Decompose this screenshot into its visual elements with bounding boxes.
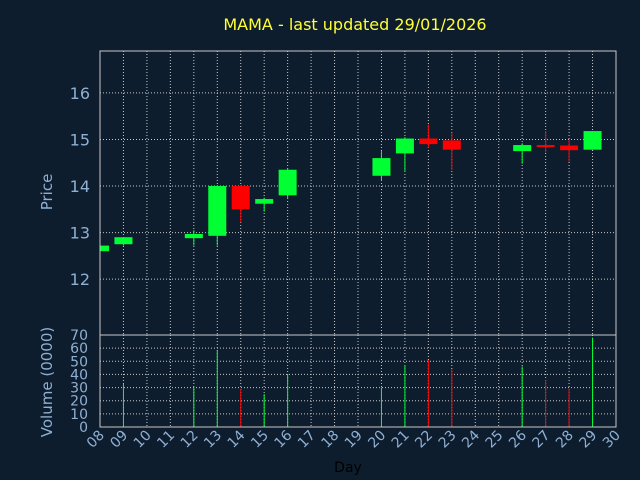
volume-tick-label: 10 xyxy=(70,407,88,423)
volume-tick-label: 20 xyxy=(70,394,88,410)
x-tick-label: 18 xyxy=(318,428,342,452)
price-axis-label: Price xyxy=(38,174,56,211)
x-tick-label: 27 xyxy=(530,428,554,452)
x-tick-label: 21 xyxy=(389,428,413,452)
x-tick-label: 22 xyxy=(412,428,436,452)
chart-title: MAMA - last updated 29/01/2026 xyxy=(223,15,486,34)
candle-body xyxy=(442,140,461,150)
volume-tick-label: 40 xyxy=(70,367,88,383)
candle-body xyxy=(395,138,414,154)
x-tick-label: 15 xyxy=(248,428,272,452)
candle-body xyxy=(231,186,250,210)
x-tick-label: 24 xyxy=(459,427,483,451)
volume-panel-frame xyxy=(99,334,617,428)
candle-body xyxy=(372,158,391,176)
x-tick-label: 19 xyxy=(342,428,366,452)
candle-body xyxy=(114,237,133,245)
candle-body xyxy=(419,138,438,145)
candle-body xyxy=(513,145,532,152)
x-tick-label: 26 xyxy=(506,427,530,451)
candle-body xyxy=(583,131,602,150)
candle-body xyxy=(100,245,109,252)
candle-body xyxy=(278,169,297,196)
candle-body xyxy=(184,233,203,239)
price-tick-label: 14 xyxy=(70,177,90,196)
price-tick-label: 15 xyxy=(70,130,90,149)
x-tick-label: 14 xyxy=(225,427,249,451)
x-tick-label: 16 xyxy=(272,427,296,451)
x-tick-label: 23 xyxy=(436,428,460,452)
x-tick-label: 28 xyxy=(553,428,577,452)
x-tick-label: 25 xyxy=(483,428,507,452)
x-tick-label: 30 xyxy=(600,428,624,452)
x-tick-label: 09 xyxy=(107,428,131,452)
price-panel: 12 13 14 15 16 xyxy=(70,50,617,336)
x-tick-label: 10 xyxy=(131,428,155,452)
candle-body xyxy=(255,199,274,204)
x-tick-label: 11 xyxy=(154,428,178,452)
price-tick-label: 16 xyxy=(70,84,90,103)
volume-tick-label: 60 xyxy=(70,341,88,357)
volume-tick-label: 50 xyxy=(70,354,88,370)
candle-body xyxy=(536,145,555,148)
volume-tick-label: 30 xyxy=(70,381,88,397)
x-axis: 08 09 10 11 12 13 14 15 16 17 18 19 20 21 22 23 24 25 26 27… xyxy=(84,427,624,451)
x-tick-label: 20 xyxy=(365,428,389,452)
candle-body xyxy=(208,186,227,236)
x-tick-label: 13 xyxy=(201,428,225,452)
volume-axis-label: Volume (0000) xyxy=(38,327,56,437)
price-tick-label: 12 xyxy=(70,270,90,289)
x-axis-label: Day xyxy=(334,460,362,476)
x-tick-label: 17 xyxy=(295,428,319,452)
x-tick-label: 29 xyxy=(576,428,600,452)
volume-tick-label: 0 xyxy=(79,420,88,436)
candle-body xyxy=(560,145,579,151)
volume-tick-label: 70 xyxy=(70,328,88,344)
x-tick-label: 12 xyxy=(178,428,202,452)
price-tick-label: 13 xyxy=(70,224,90,243)
